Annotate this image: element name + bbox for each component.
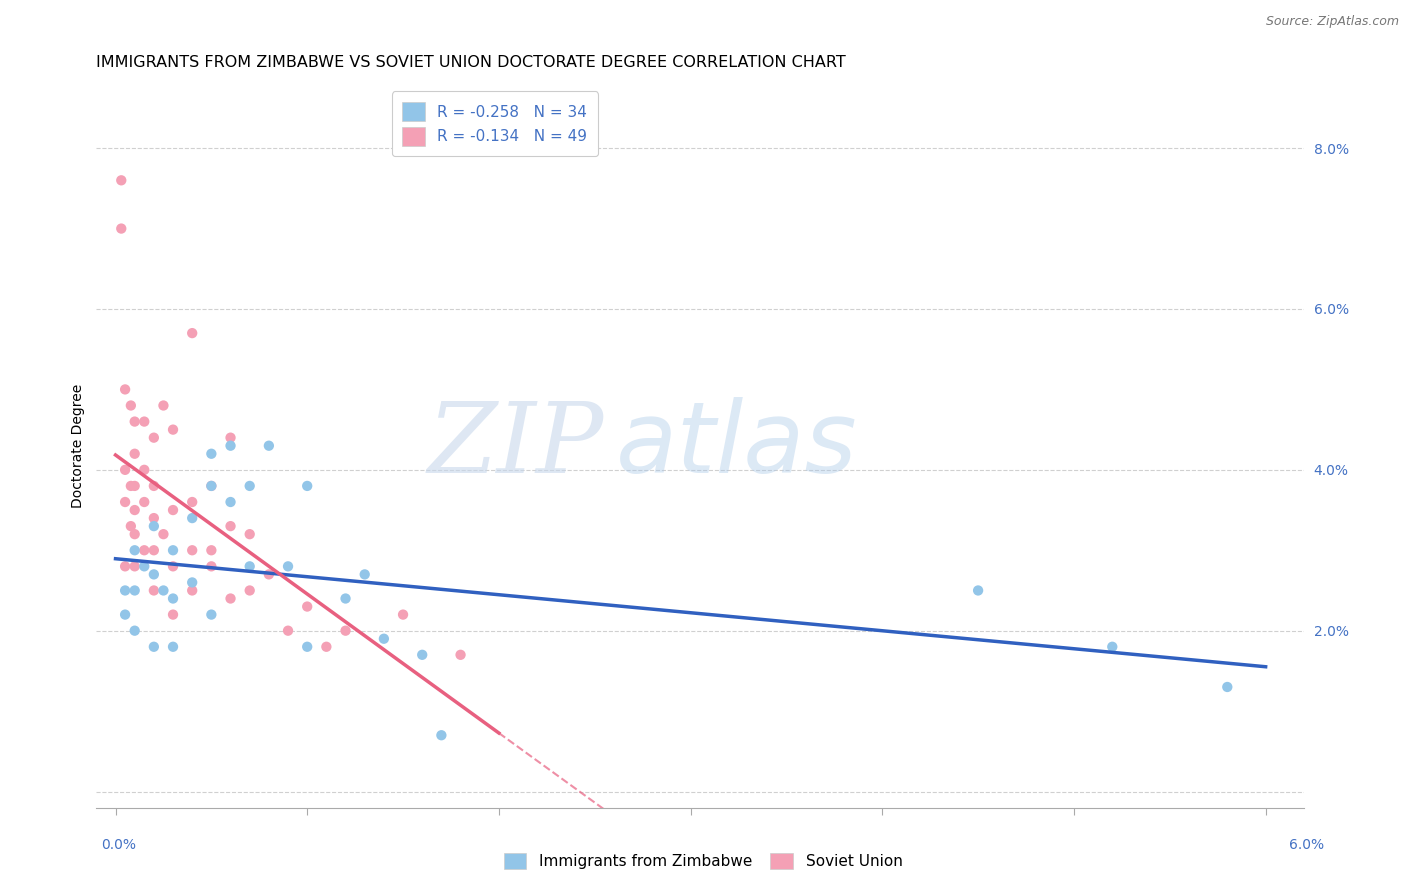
Point — [142, 479, 165, 493]
Point — [239, 559, 262, 574]
Point — [295, 479, 318, 493]
Point — [200, 559, 222, 574]
Point — [142, 583, 165, 598]
Point — [134, 543, 156, 558]
Point — [219, 591, 242, 606]
Point — [120, 479, 142, 493]
Point — [200, 607, 222, 622]
Point — [181, 543, 204, 558]
Point — [181, 575, 204, 590]
Point — [181, 495, 204, 509]
Point — [142, 543, 165, 558]
Point — [124, 415, 146, 429]
Point — [142, 640, 165, 654]
Point — [124, 479, 146, 493]
Point — [295, 640, 318, 654]
Point — [219, 431, 242, 445]
Point — [114, 463, 136, 477]
Text: atlas: atlas — [616, 397, 858, 494]
Point — [162, 640, 184, 654]
Legend: Immigrants from Zimbabwe, Soviet Union: Immigrants from Zimbabwe, Soviet Union — [498, 847, 908, 875]
Point — [114, 495, 136, 509]
Point — [1101, 640, 1123, 654]
Point — [239, 479, 262, 493]
Point — [134, 495, 156, 509]
Point — [124, 559, 146, 574]
Point — [335, 591, 357, 606]
Point — [124, 527, 146, 541]
Point — [295, 599, 318, 614]
Point — [257, 439, 280, 453]
Point — [335, 624, 357, 638]
Point — [142, 519, 165, 533]
Point — [181, 583, 204, 598]
Point — [200, 479, 222, 493]
Point — [373, 632, 395, 646]
Point — [411, 648, 433, 662]
Point — [450, 648, 472, 662]
Point — [142, 567, 165, 582]
Point — [152, 527, 174, 541]
Text: IMMIGRANTS FROM ZIMBABWE VS SOVIET UNION DOCTORATE DEGREE CORRELATION CHART: IMMIGRANTS FROM ZIMBABWE VS SOVIET UNION… — [97, 55, 846, 70]
Point — [124, 503, 146, 517]
Legend: R = -0.258   N = 34, R = -0.134   N = 49: R = -0.258 N = 34, R = -0.134 N = 49 — [392, 92, 598, 156]
Point — [114, 583, 136, 598]
Point — [967, 583, 990, 598]
Point — [124, 447, 146, 461]
Point — [152, 399, 174, 413]
Point — [152, 583, 174, 598]
Point — [200, 479, 222, 493]
Point — [114, 607, 136, 622]
Point — [110, 221, 132, 235]
Point — [120, 519, 142, 533]
Point — [162, 423, 184, 437]
Point — [181, 511, 204, 525]
Point — [277, 624, 299, 638]
Text: Source: ZipAtlas.com: Source: ZipAtlas.com — [1265, 15, 1399, 28]
Point — [1216, 680, 1239, 694]
Point — [134, 559, 156, 574]
Point — [124, 624, 146, 638]
Point — [162, 559, 184, 574]
Point — [110, 173, 132, 187]
Point — [239, 583, 262, 598]
Point — [142, 511, 165, 525]
Y-axis label: Doctorate Degree: Doctorate Degree — [72, 384, 86, 508]
Point — [200, 543, 222, 558]
Point — [315, 640, 337, 654]
Text: 6.0%: 6.0% — [1289, 838, 1324, 852]
Point — [162, 591, 184, 606]
Text: ZIP: ZIP — [427, 398, 603, 493]
Point — [124, 543, 146, 558]
Point — [114, 559, 136, 574]
Point — [162, 543, 184, 558]
Point — [200, 447, 222, 461]
Text: 0.0%: 0.0% — [101, 838, 136, 852]
Point — [257, 567, 280, 582]
Point — [120, 399, 142, 413]
Point — [219, 495, 242, 509]
Point — [353, 567, 375, 582]
Point — [134, 463, 156, 477]
Point — [392, 607, 415, 622]
Point — [239, 527, 262, 541]
Point — [181, 326, 204, 340]
Point — [430, 728, 453, 742]
Point — [134, 415, 156, 429]
Point — [114, 383, 136, 397]
Point — [124, 583, 146, 598]
Point — [142, 431, 165, 445]
Point — [162, 607, 184, 622]
Point — [277, 559, 299, 574]
Point — [219, 439, 242, 453]
Point — [219, 519, 242, 533]
Point — [162, 503, 184, 517]
